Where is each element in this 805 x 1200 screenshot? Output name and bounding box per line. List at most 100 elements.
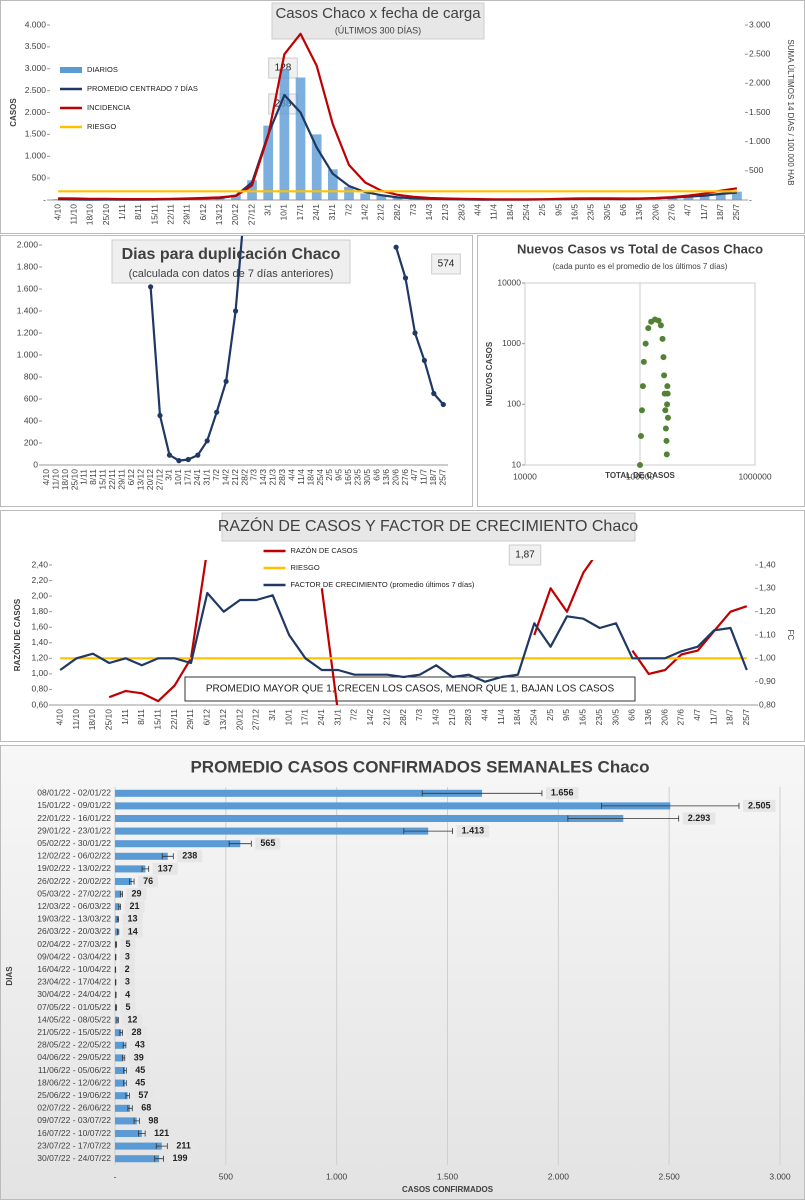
y-tick-label: 0,80 (31, 684, 48, 694)
point (661, 372, 668, 379)
point (655, 317, 662, 324)
y-tick-label: 18/06/22 - 12/06/22 (37, 1077, 111, 1087)
x-tick-label: 13/6 (643, 709, 653, 726)
x-tick-label: 2/5 (324, 469, 334, 481)
x-tick-label: 29/11 (185, 709, 195, 730)
bar (115, 1041, 125, 1049)
y-tick-label: 16/04/22 - 10/04/22 (37, 964, 111, 974)
y-tick-label: 600 (24, 393, 38, 403)
error-bar (155, 1143, 168, 1150)
x-tick-label: 15/11 (98, 469, 108, 490)
x-tick-label: 20/12 (145, 469, 155, 491)
value-label: 121 (154, 1128, 169, 1138)
value-label-box (171, 1140, 196, 1153)
bar (115, 1092, 128, 1100)
y-tick-label: 26/03/22 - 20/03/22 (37, 926, 111, 936)
x-tick-label: 25/7 (741, 709, 751, 726)
value-label: 2.505 (748, 800, 771, 810)
chart-subtitle: (cada punto es el promedio de los último… (553, 262, 728, 271)
x-tick-label: 10/1 (173, 469, 183, 486)
point (664, 401, 671, 408)
x-tick-label: 28/3 (456, 204, 466, 221)
bar (115, 827, 429, 835)
x-tick-label: 6/6 (627, 709, 637, 721)
x-tick-label: 11/7 (708, 709, 718, 725)
legend-label: RIESGO (87, 122, 116, 131)
value-label-box (129, 1039, 150, 1052)
x-tick-label: 2.000 (548, 1171, 570, 1181)
x-tick-label: 27/6 (676, 709, 686, 726)
y-tick-label: 2.000 (17, 239, 39, 249)
x-tick-label: 1/11 (120, 709, 130, 725)
panel (477, 235, 805, 507)
y-tick-label: 12/02/22 - 06/02/22 (37, 851, 111, 861)
bar (115, 1079, 125, 1087)
y-axis-label: NUEVOS CASOS (485, 341, 494, 406)
bar (263, 125, 274, 200)
y-tick-label: 800 (24, 371, 38, 381)
point (664, 390, 671, 397)
x-tick-label: 1000000 (738, 471, 771, 481)
error-bar (133, 1117, 140, 1124)
value-label-box (120, 988, 136, 1001)
x-tick-label: 28/3 (463, 709, 473, 726)
x-tick-label: 18/7 (428, 469, 438, 486)
x-tick-label: 18/10 (87, 709, 97, 731)
bar (53, 199, 63, 200)
value-label-box (120, 1001, 136, 1014)
error-bar (161, 853, 174, 860)
x-tick-label: 15/11 (149, 204, 159, 225)
x-tick-label: 15/11 (153, 709, 163, 730)
point (639, 383, 646, 390)
bar (115, 789, 483, 797)
y-tick-label: 19/02/22 - 13/02/22 (37, 863, 111, 873)
x-tick-label: 7/2 (211, 469, 221, 481)
y-tick-label: 09/07/22 - 03/07/22 (37, 1115, 111, 1125)
x-tick-label: 25/10 (101, 204, 111, 226)
x-tick-label: 4/4 (286, 469, 296, 481)
y-tick-label: 04/06/22 - 29/05/22 (37, 1052, 111, 1062)
y-tick-label: 1.000 (17, 349, 39, 359)
y-tick-label: - (43, 194, 46, 204)
y2-tick-label: 1,10 (759, 629, 776, 639)
chart-title: RAZÓN DE CASOS Y FACTOR DE CRECIMIENTO C… (218, 516, 638, 535)
x-tick-label: 27/6 (667, 204, 677, 221)
value-label: 29 (132, 888, 142, 898)
bar (115, 903, 120, 911)
x-tick-label: 4/10 (41, 469, 51, 486)
x-tick-label: 4/10 (54, 709, 64, 726)
value-label-box (130, 1064, 151, 1077)
value-label-box (456, 825, 490, 838)
bar (115, 865, 146, 873)
y-axis-label: CASOS (9, 98, 18, 127)
chart-title: Dias para duplicación Chaco (122, 246, 341, 263)
value-label: 57 (138, 1090, 148, 1100)
value-label: 21 (130, 901, 140, 911)
x-tick-label: 11/10 (50, 469, 60, 490)
bar (247, 180, 257, 200)
point (637, 462, 643, 468)
y2-tick-label: 2.000 (749, 78, 771, 88)
bar (376, 195, 387, 200)
x-tick-label: 18/7 (725, 709, 735, 726)
value-label-box (126, 1026, 147, 1039)
x-tick-label: 14/3 (424, 204, 434, 221)
x-tick-label: 11/4 (496, 709, 506, 725)
x-tick-label: 7/3 (408, 204, 418, 216)
bar (715, 193, 726, 200)
y-tick-label: 30/07/22 - 24/07/22 (37, 1153, 111, 1163)
x-tick-label: 7/2 (343, 204, 353, 216)
y-tick-label: 1000 (502, 338, 521, 348)
annotation-box (508, 544, 542, 566)
x-tick-label: 27/12 (154, 469, 164, 491)
y-tick-label: 21/05/22 - 15/05/22 (37, 1027, 111, 1037)
y2-tick-label: - (749, 194, 752, 204)
y-tick-label: 02/07/22 - 26/06/22 (37, 1103, 111, 1113)
bar (115, 877, 132, 886)
value-label-box (545, 787, 579, 800)
bar (279, 68, 290, 200)
x-tick-label: 18/10 (85, 204, 95, 226)
error-bar (138, 1130, 146, 1137)
error-bar (122, 1042, 127, 1049)
value-label: 137 (158, 863, 173, 873)
